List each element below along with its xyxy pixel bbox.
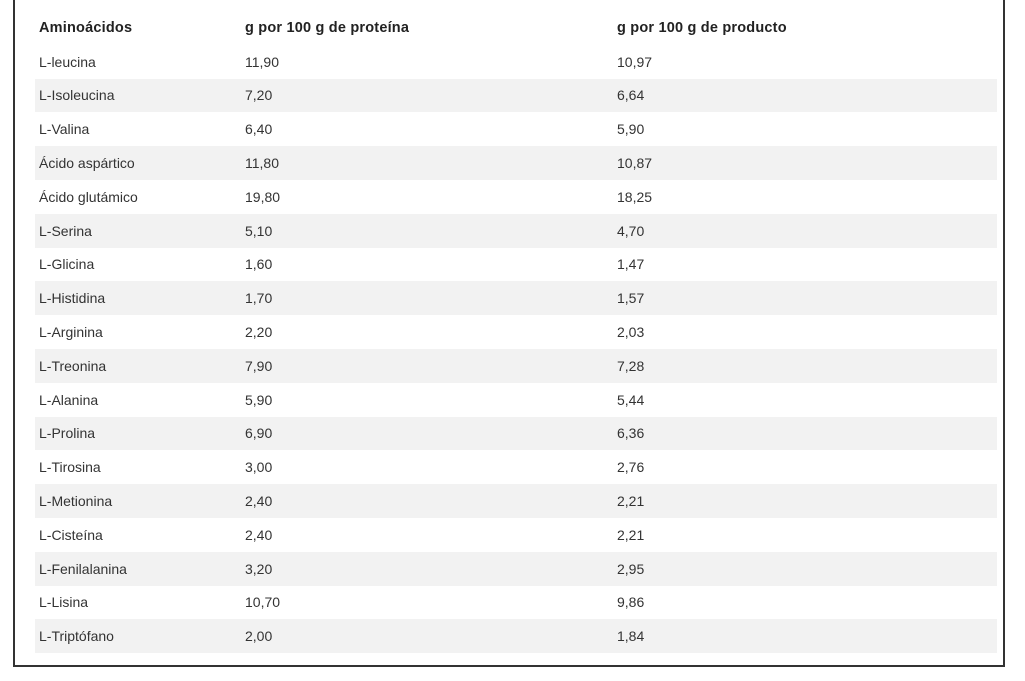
cell-per-product: 4,70	[613, 213, 997, 248]
cell-per-product: 1,57	[613, 281, 997, 316]
cell-per-protein: 1,70	[241, 281, 613, 316]
cell-per-product: 1,47	[617, 256, 645, 273]
cell-amino-acid: Ácido glutámico	[39, 188, 138, 205]
cell-per-product: 6,36	[613, 416, 997, 451]
cell-amino-acid: Ácido aspártico	[35, 146, 241, 180]
header-g-per-100g-protein: g por 100 g de proteína	[245, 19, 410, 36]
cell-per-protein: 19,80	[245, 188, 281, 205]
table-row: L-Valina 6,40 5,90	[35, 112, 997, 146]
cell-per-protein: 2,40	[245, 526, 273, 543]
table-body: L-leucina 11,90 10,97 L-Isoleucina 7,20 …	[35, 45, 997, 654]
table-row: L-Arginina 2,20 2,03	[35, 315, 997, 349]
cell-per-protein: 6,90	[241, 416, 613, 451]
cell-amino-acid: L-Treonina	[35, 348, 241, 383]
table-row: L-Prolina 6,90 6,36	[35, 416, 997, 451]
cell-amino-acid: L-Prolina	[35, 416, 241, 451]
cell-per-protein: 10,70	[245, 594, 281, 611]
cell-amino-acid: L-Cisteína	[39, 526, 103, 543]
cell-per-product: 2,03	[617, 324, 645, 341]
table-row: L-Triptófano 2,00 1,84	[35, 619, 997, 654]
cell-per-product: 1,84	[613, 619, 997, 654]
cell-amino-acid: L-Lisina	[39, 594, 89, 611]
cell-per-protein: 5,90	[245, 391, 273, 408]
cell-amino-acid: L-Triptófano	[35, 619, 241, 654]
cell-per-protein: 2,40	[241, 484, 613, 518]
cell-per-protein: 3,20	[241, 551, 613, 586]
cell-amino-acid: L-Fenilalanina	[35, 551, 241, 586]
table-header: Aminoácidos g por 100 g de proteína g po…	[35, 11, 997, 45]
table-row: L-Alanina 5,90 5,44	[35, 383, 997, 417]
cell-per-protein: 7,20	[241, 78, 613, 113]
amino-acid-table: Aminoácidos g por 100 g de proteína g po…	[35, 11, 997, 654]
cell-per-protein: 6,40	[245, 121, 273, 138]
cell-per-protein: 1,60	[245, 256, 273, 273]
cell-per-product: 10,87	[613, 146, 997, 180]
cell-per-product: 7,28	[613, 348, 997, 383]
cell-amino-acid: L-Arginina	[39, 324, 103, 341]
table-row: L-Isoleucina 7,20 6,64	[35, 78, 997, 113]
cell-per-protein: 2,20	[245, 324, 273, 341]
cell-per-product: 18,25	[617, 188, 653, 205]
cell-per-protein: 7,90	[241, 348, 613, 383]
header-g-per-100g-product: g por 100 g de producto	[617, 19, 787, 36]
table-row: L-Serina 5,10 4,70	[35, 213, 997, 248]
table-row: Ácido aspártico 11,80 10,87	[35, 146, 997, 180]
cell-amino-acid: L-Tirosina	[39, 459, 101, 476]
cell-per-protein: 11,90	[245, 53, 279, 70]
cell-per-protein: 2,00	[241, 619, 613, 654]
cell-per-product: 10,97	[617, 53, 653, 70]
cell-per-product: 2,76	[617, 459, 645, 476]
cell-amino-acid: L-Histidina	[35, 281, 241, 316]
cell-per-protein: 11,80	[241, 146, 613, 180]
table-row: L-Lisina 10,70 9,86	[35, 586, 997, 620]
header-row: Aminoácidos g por 100 g de proteína g po…	[35, 11, 997, 45]
table-row: L-Tirosina 3,00 2,76	[35, 450, 997, 484]
cell-per-protein: 5,10	[241, 213, 613, 248]
cell-per-product: 2,21	[613, 484, 997, 518]
cell-per-product: 5,90	[617, 121, 645, 138]
cell-per-product: 6,64	[613, 78, 997, 113]
table-row: L-Histidina 1,70 1,57	[35, 281, 997, 316]
table-row: L-Treonina 7,90 7,28	[35, 348, 997, 383]
cell-amino-acid: L-leucina	[39, 53, 96, 70]
cell-amino-acid: L-Valina	[39, 121, 90, 138]
cell-amino-acid: L-Serina	[35, 213, 241, 248]
cell-amino-acid: L-Isoleucina	[35, 78, 241, 113]
cell-per-product: 5,44	[617, 391, 645, 408]
cell-per-product: 2,95	[613, 551, 997, 586]
table-row: Ácido glutámico 19,80 18,25	[35, 180, 997, 214]
cell-amino-acid: L-Metionina	[35, 484, 241, 518]
cell-amino-acid: L-Alanina	[39, 391, 99, 408]
cell-amino-acid: L-Glicina	[39, 256, 95, 273]
cell-per-product: 9,86	[617, 594, 645, 611]
table-row: L-leucina 11,90 10,97	[35, 45, 997, 79]
table-row: L-Cisteína 2,40 2,21	[35, 518, 997, 552]
cell-per-product: 2,21	[617, 526, 645, 543]
header-aminoacidos: Aminoácidos	[39, 19, 133, 36]
table-frame: Aminoácidos g por 100 g de proteína g po…	[13, 0, 1005, 667]
table-row: L-Metionina 2,40 2,21	[35, 484, 997, 518]
table-row: L-Glicina 1,60 1,47	[35, 248, 997, 282]
cell-per-protein: 3,00	[245, 459, 273, 476]
table-row: L-Fenilalanina 3,20 2,95	[35, 551, 997, 586]
